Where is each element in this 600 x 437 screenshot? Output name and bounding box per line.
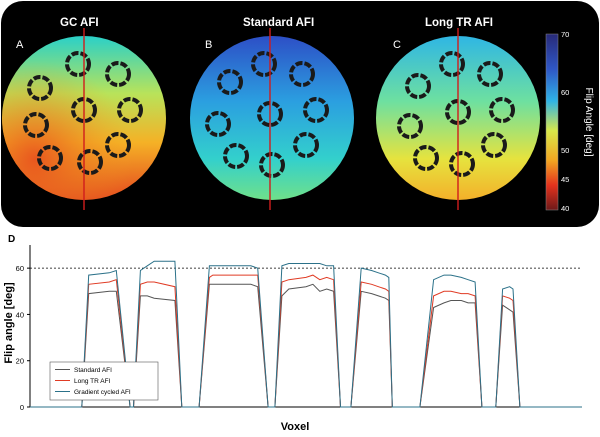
legend-label-1: Standard AFI xyxy=(74,367,112,374)
line-chart: D 0 20 40 60 Voxel Flip angle [deg] Standar… xyxy=(3,234,582,433)
chart-ticks: 0 20 40 60 xyxy=(16,264,30,412)
legend-label-3: Gradient cycled AFI xyxy=(74,389,131,396)
series-line-3 xyxy=(30,260,582,408)
y-tick-label: 0 xyxy=(20,403,24,412)
chart-series xyxy=(30,260,582,408)
legend-label-2: Long TR AFI xyxy=(74,378,111,385)
colorbar-tick-40: 40 xyxy=(561,204,569,213)
panel-c-title: Long TR AFI xyxy=(425,17,493,29)
colorbar-tick-70: 70 xyxy=(561,30,569,39)
colorbar-tick-50: 50 xyxy=(561,146,569,155)
colorbar-tick-45: 45 xyxy=(561,175,569,184)
colorbar-label: Flip Angle [deg] xyxy=(583,88,594,157)
panel-a-title: GC AFI xyxy=(60,17,99,29)
colorbar xyxy=(545,33,559,211)
y-axis-label: Flip angle [deg] xyxy=(3,282,15,364)
panel-d-letter: D xyxy=(8,234,15,245)
panel-c-letter: C xyxy=(393,39,401,51)
y-tick-label: 20 xyxy=(16,357,24,366)
panel-b-letter: B xyxy=(205,39,212,51)
x-axis-label: Voxel xyxy=(281,421,310,433)
panel-a-letter: A xyxy=(16,39,24,51)
image-panel-group: GC AFI Standard AFI Long TR AFI A B C 70… xyxy=(1,1,599,227)
colorbar-tick-60: 60 xyxy=(561,88,569,97)
y-tick-label: 60 xyxy=(16,264,24,273)
legend: Standard AFI Long TR AFI Gradient cycled A… xyxy=(49,361,159,401)
panel-b-title: Standard AFI xyxy=(243,17,314,29)
y-tick-label: 40 xyxy=(16,310,24,319)
phantom-b xyxy=(190,36,354,200)
